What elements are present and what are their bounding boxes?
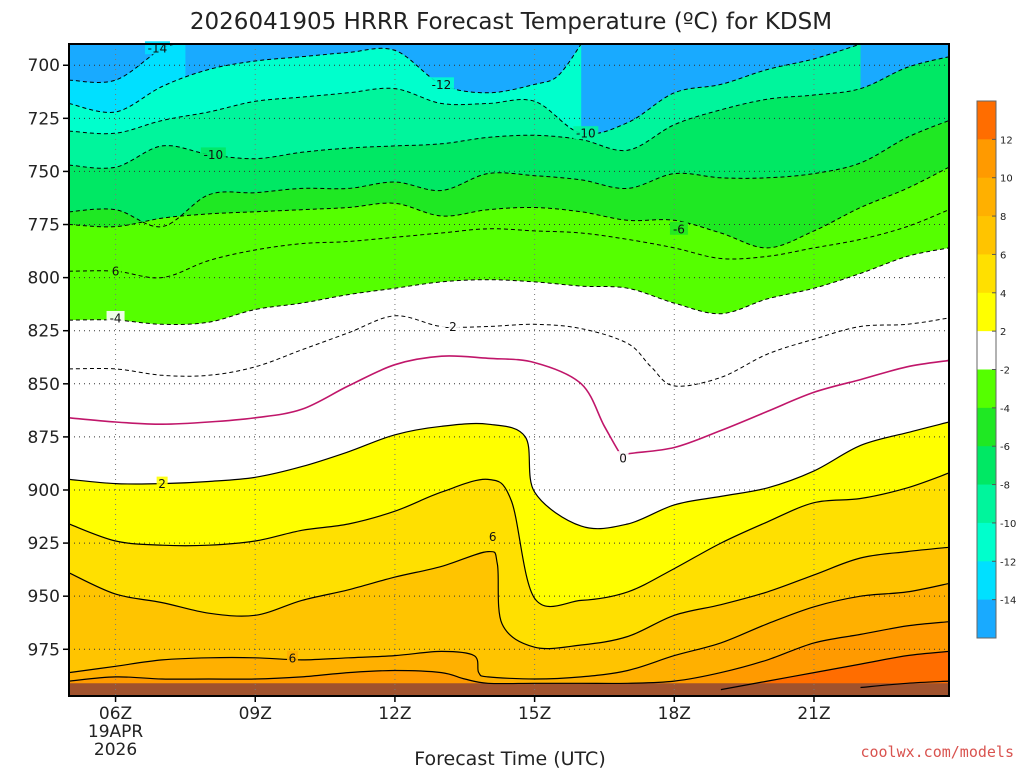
colorbar-swatch-5 <box>977 292 996 332</box>
contour-label-bg-11 <box>487 529 499 543</box>
x-tick-sub-06Z-0: 19APR <box>88 722 144 742</box>
colorbar-swatch-6 <box>977 331 996 370</box>
x-tick-label-18Z: 18Z <box>658 704 691 724</box>
contour-label-3: -10 <box>204 148 224 162</box>
colorbar-swatch-0 <box>977 101 996 140</box>
contour-line-10 <box>69 421 949 530</box>
plot-frame <box>68 43 950 697</box>
contour-line-6 <box>69 209 949 279</box>
colorbar-tick-label-0: 12 <box>1000 135 1013 146</box>
x-tick-sub-06Z-1: 2026 <box>94 740 137 760</box>
contour-label-9: 0 <box>619 452 627 466</box>
contour-line-11 <box>69 472 949 608</box>
y-tick-label-825: 825 <box>28 322 60 342</box>
contour-label-bg-2 <box>573 126 599 140</box>
colorbar-tick-label-1: 10 <box>1000 174 1013 185</box>
colorbar-tick-label-11: -12 <box>1000 557 1016 568</box>
contour-label-6: 6 <box>112 265 120 279</box>
y-tick-label-975: 975 <box>28 640 60 660</box>
colorbar-tick-label-12: -14 <box>1000 596 1016 607</box>
contour-label-bg-3 <box>200 147 226 161</box>
colorbar-tick-label-9: -8 <box>1000 481 1010 492</box>
colorbar-tick-label-4: 4 <box>1000 289 1006 300</box>
source-credit: coolwx.com/models <box>860 743 1014 761</box>
contour-label-10: 2 <box>158 477 166 491</box>
contour-label-bg-1 <box>428 77 454 91</box>
y-tick-label-750: 750 <box>28 162 60 182</box>
contour-line-2 <box>69 44 861 135</box>
contour-line-14 <box>69 621 949 685</box>
colorbar-tick-label-2: 8 <box>1000 212 1006 223</box>
colorbar-swatch-1 <box>977 139 996 179</box>
x-tick-label-21Z: 21Z <box>797 704 830 724</box>
y-tick-label-900: 900 <box>28 481 60 501</box>
contour-line-12 <box>69 546 949 650</box>
y-tick-label-875: 875 <box>28 428 60 448</box>
contour-label-8: -2 <box>445 320 457 334</box>
y-tick-label-850: 850 <box>28 375 60 395</box>
band-fill-13 <box>69 583 949 696</box>
colorbar-tick-label-6: -2 <box>1000 366 1010 377</box>
contour-label-bg-13 <box>286 650 298 664</box>
contour-line-7 <box>69 247 949 325</box>
colorbar-tick-label-3: 6 <box>1000 250 1006 261</box>
contour-label-13: 6 <box>289 651 297 665</box>
contour-label-0: -14 <box>148 42 168 56</box>
contour-line-1 <box>69 44 582 113</box>
contour-label-bg-6 <box>110 264 122 278</box>
contour-line-9 <box>69 355 949 461</box>
x-tick-label-06Z: 06Z <box>99 704 132 724</box>
contour-label-11: 6 <box>489 530 497 544</box>
y-tick-label-800: 800 <box>28 269 60 289</box>
colorbar-swatch-12 <box>977 561 996 601</box>
contour-label-4: -6 <box>673 222 685 236</box>
colorbar-swatch-9 <box>977 446 996 486</box>
colorbar-swatch-13 <box>977 599 996 639</box>
x-tick-label-15Z: 15Z <box>518 704 551 724</box>
contour-label-bg-4 <box>669 221 688 235</box>
colorbar-swatch-11 <box>977 522 996 562</box>
temperature-fill-bands <box>69 44 949 696</box>
ground-bar <box>69 683 949 696</box>
contour-label-1: -12 <box>432 78 452 92</box>
colorbar-swatch-10 <box>977 484 996 524</box>
x-tick-label-12Z: 12Z <box>378 704 411 724</box>
colorbar-tick-label-5: 2 <box>1000 327 1006 338</box>
y-tick-label-700: 700 <box>28 56 60 76</box>
colorbar-swatch-2 <box>977 177 996 217</box>
contour-line-16 <box>860 680 949 689</box>
contour-label-7: -4 <box>110 311 122 325</box>
contour-line-8 <box>69 315 949 387</box>
colorbar-swatch-7 <box>977 369 996 409</box>
y-axis-pressure: 700 725 750 775 800 825 850 875 900 925 950 975 <box>28 56 69 660</box>
x-axis-label: Forecast Time (UTC) <box>414 748 605 768</box>
chart-title: 2026041905 HRRR Forecast Temperature (ºC… <box>190 9 832 35</box>
colorbar-tick-label-7: -4 <box>1000 404 1010 415</box>
ground-surface <box>69 683 949 696</box>
band-fill-14 <box>69 621 949 696</box>
y-tick-label-775: 775 <box>28 216 60 236</box>
grid-lines <box>69 44 949 696</box>
colorbar-tick-label-10: -10 <box>1000 519 1016 530</box>
contour-label-bg-7 <box>106 310 125 324</box>
contour-line-4 <box>69 120 949 228</box>
contour-label-2: -10 <box>576 127 596 141</box>
y-tick-label-725: 725 <box>28 109 60 129</box>
contour-line-13 <box>69 582 949 680</box>
contour-label-bg-10 <box>156 476 168 490</box>
contour-label-bg-9 <box>617 451 629 465</box>
x-tick-label-09Z: 09Z <box>239 704 272 724</box>
colorbar-swatch-3 <box>977 216 996 255</box>
colorbar-legend: 12 10 8 6 4 2 -2 -4 -6 -8 -10 -12 -14 <box>976 100 1016 639</box>
y-tick-label-950: 950 <box>28 587 60 607</box>
contour-line-15 <box>720 650 949 691</box>
contour-label-bg-8 <box>441 319 460 333</box>
colorbar-swatch-4 <box>977 254 996 294</box>
colorbar-tick-label-8: -6 <box>1000 442 1010 453</box>
y-tick-label-925: 925 <box>28 534 60 554</box>
colorbar-swatch-8 <box>977 407 996 447</box>
